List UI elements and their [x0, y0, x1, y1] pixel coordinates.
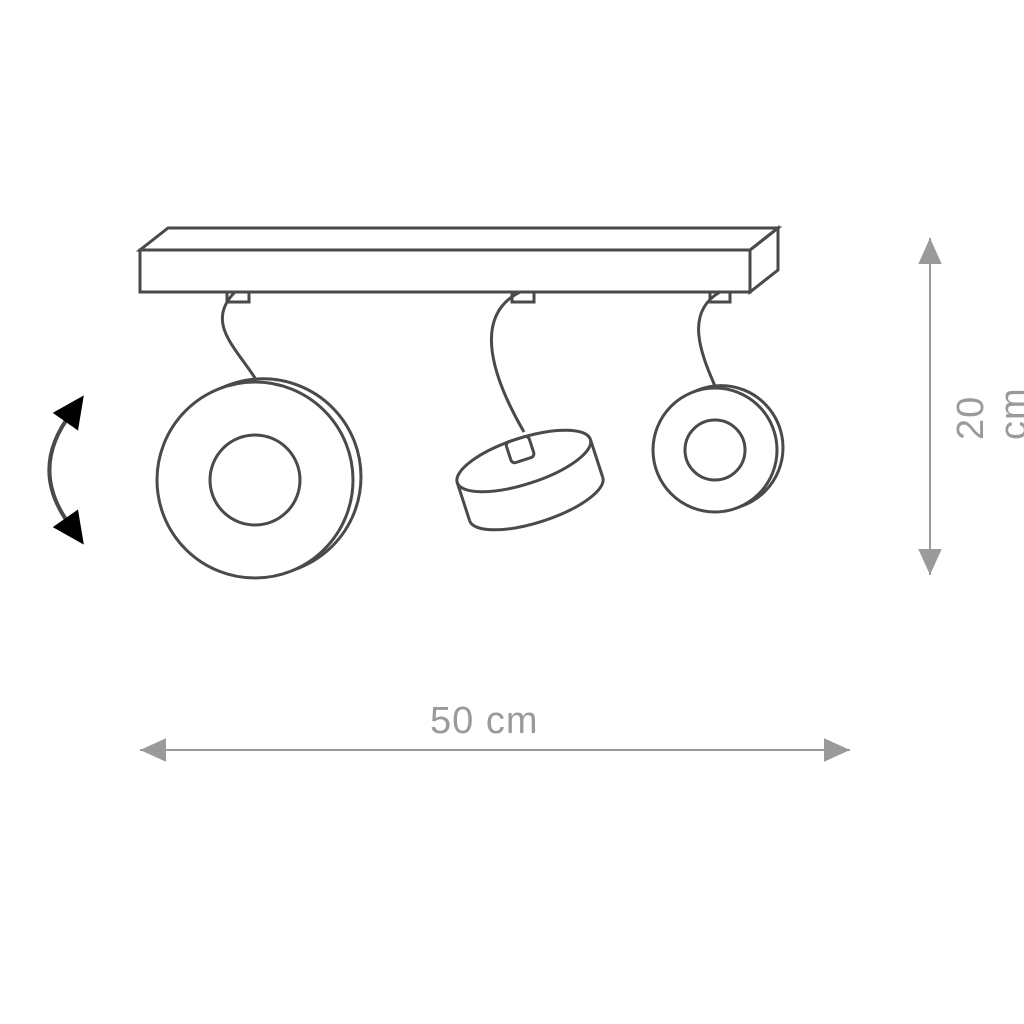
- dimension-width-label: 50 cm: [430, 700, 538, 743]
- diagram-svg: [0, 0, 1024, 1024]
- dimension-height-label: 20 cm: [950, 366, 1024, 440]
- diagram-canvas: 50 cm 20 cm: [0, 0, 1024, 1024]
